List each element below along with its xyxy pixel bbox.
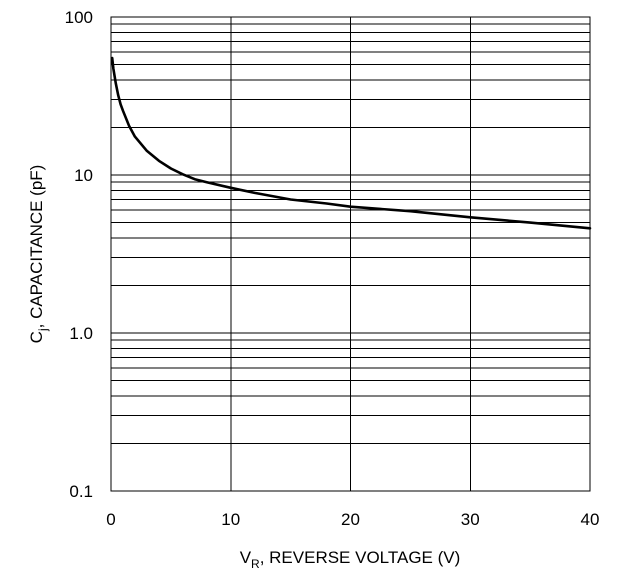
x-tick-label: 30 bbox=[461, 510, 480, 529]
x-tick-label: 40 bbox=[581, 510, 600, 529]
grid bbox=[111, 17, 590, 491]
y-tick-label: 100 bbox=[65, 8, 93, 27]
x-tick-labels: 0 10 20 30 40 bbox=[106, 510, 599, 529]
y-tick-labels: 0.1 1.0 10 100 bbox=[65, 8, 93, 501]
y-tick-label: 0.1 bbox=[69, 482, 93, 501]
y-tick-label: 1.0 bbox=[69, 324, 93, 343]
y-tick-label: 10 bbox=[74, 166, 93, 185]
y-axis-label: Cj, CAPACITANCE (pF) bbox=[27, 165, 50, 344]
x-tick-label: 10 bbox=[221, 510, 240, 529]
series-layer bbox=[110, 56, 592, 230]
x-tick-label: 0 bbox=[106, 510, 115, 529]
x-tick-label: 20 bbox=[341, 510, 360, 529]
series-line bbox=[110, 56, 592, 230]
plot-frame bbox=[110, 16, 591, 492]
x-axis-label: VR, REVERSE VOLTAGE (V) bbox=[240, 548, 461, 571]
